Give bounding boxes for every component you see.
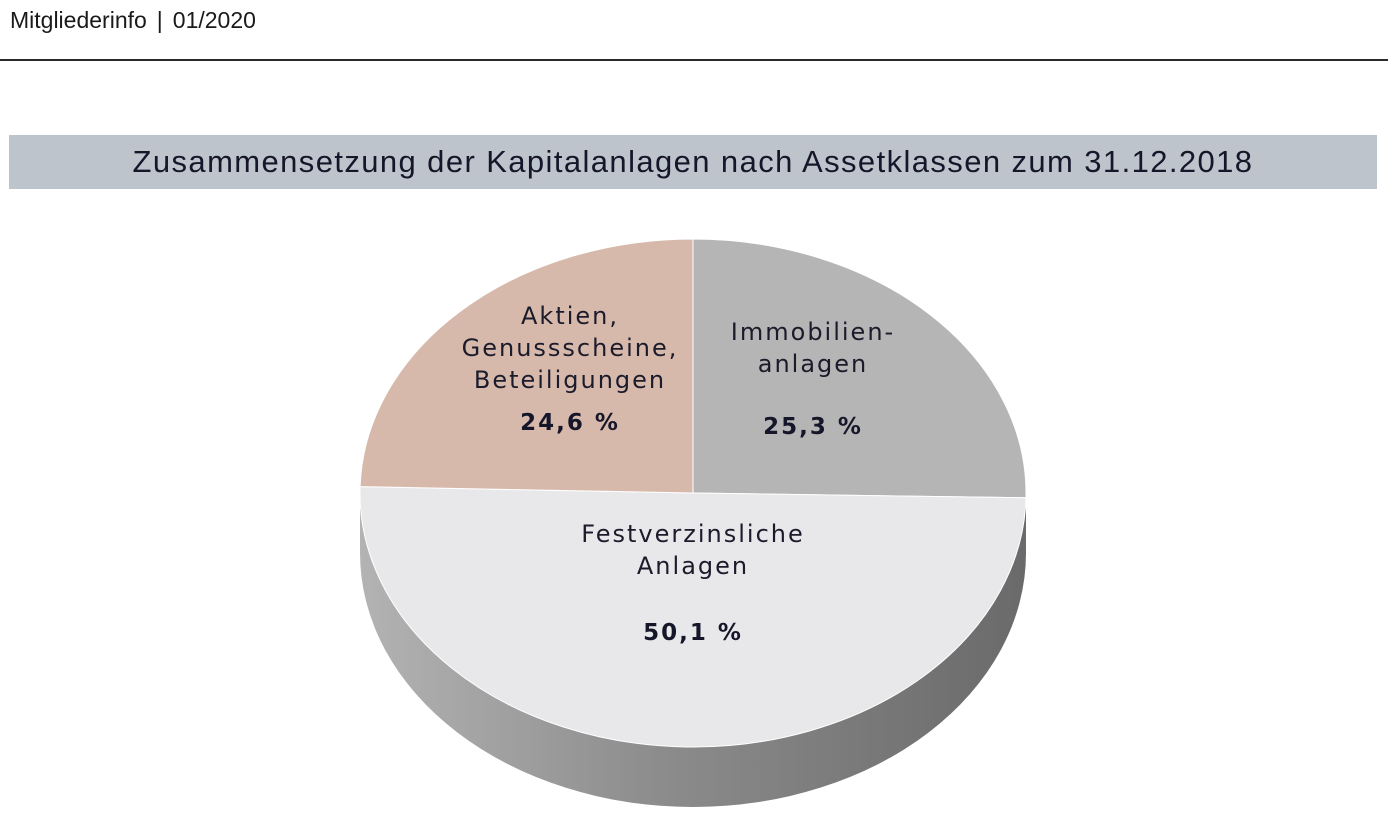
pie-slice [692, 238, 1027, 499]
issue-number: 01/2020 [172, 7, 256, 33]
publication-name: Mitgliederinfo [10, 7, 147, 33]
slice-value-label: 24,6 % [520, 410, 620, 436]
slice-label: Genussscheine, [462, 334, 679, 362]
slice-value-label: 50,1 % [643, 620, 743, 646]
slice-value-label: 25,3 % [763, 414, 863, 440]
page-header: Mitgliederinfo | 01/2020 [10, 7, 256, 34]
header-separator: | [156, 7, 163, 33]
pie-side-wall [360, 493, 1026, 807]
pie-slice [359, 238, 694, 494]
slice-label: Festverzinsliche [581, 520, 805, 548]
slice-label: Immobilien- [731, 318, 895, 346]
header-rule [0, 59, 1388, 61]
chart-title: Zusammensetzung der Kapitalanlagen nach … [132, 144, 1254, 179]
slice-label: Aktien, [521, 302, 619, 330]
chart-title-bar: Zusammensetzung der Kapitalanlagen nach … [9, 135, 1377, 189]
pie-slice [359, 486, 1027, 748]
slice-label: Anlagen [637, 552, 749, 580]
slice-label: anlagen [758, 350, 869, 378]
slice-label: Beteiligungen [474, 366, 666, 394]
